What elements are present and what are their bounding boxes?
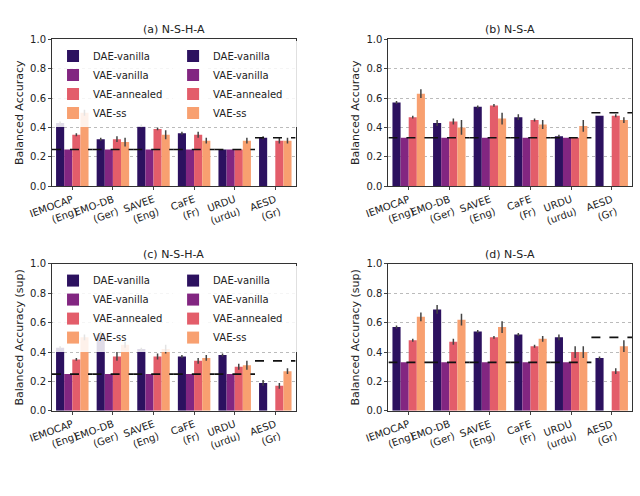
svg-text:DAE-vanilla: DAE-vanilla: [213, 51, 270, 62]
svg-text:SAVEE(Eng): SAVEE(Eng): [122, 418, 161, 452]
svg-text:VAE-ss: VAE-ss: [213, 332, 246, 343]
svg-text:1.0: 1.0: [366, 258, 382, 269]
svg-text:0.2: 0.2: [366, 376, 382, 387]
svg-text:VAE-ss: VAE-ss: [93, 108, 126, 119]
svg-text:VAE-vanilla: VAE-vanilla: [93, 294, 149, 305]
svg-text:0.8: 0.8: [366, 63, 382, 74]
svg-text:1.0: 1.0: [30, 34, 46, 45]
svg-text:URDU(urdu): URDU(urdu): [541, 193, 578, 226]
svg-text:0.0: 0.0: [30, 405, 46, 416]
svg-text:Balanced Accuracy: Balanced Accuracy: [349, 60, 362, 165]
svg-text:VAE-vanilla: VAE-vanilla: [213, 70, 269, 81]
svg-text:(a) N-S-H-A: (a) N-S-H-A: [143, 23, 205, 36]
svg-text:0.0: 0.0: [366, 181, 382, 192]
svg-text:CaFE(Fr): CaFE(Fr): [169, 193, 201, 224]
svg-text:Balanced Accuracy (sup): Balanced Accuracy (sup): [349, 269, 362, 405]
svg-text:Balanced Accuracy: Balanced Accuracy: [13, 60, 26, 165]
svg-text:(d) N-S-A: (d) N-S-A: [485, 248, 535, 261]
svg-text:EMO-DB(Ger): EMO-DB(Ger): [73, 193, 120, 230]
svg-text:0.4: 0.4: [366, 122, 382, 133]
svg-text:0.0: 0.0: [366, 405, 382, 416]
svg-text:SAVEE(Eng): SAVEE(Eng): [458, 193, 497, 227]
svg-text:URDU(urdu): URDU(urdu): [541, 418, 578, 451]
svg-text:DAE-vanilla: DAE-vanilla: [93, 275, 150, 286]
svg-text:0.4: 0.4: [30, 122, 46, 133]
svg-text:AESD(Gr): AESD(Gr): [585, 418, 619, 450]
svg-text:0.4: 0.4: [30, 347, 46, 358]
svg-text:DAE-vanilla: DAE-vanilla: [93, 51, 150, 62]
svg-text:VAE-vanilla: VAE-vanilla: [93, 70, 149, 81]
svg-text:VAE-annealed: VAE-annealed: [213, 89, 282, 100]
svg-text:IEMOCAP(Eng): IEMOCAP(Eng): [28, 418, 79, 456]
svg-text:1.0: 1.0: [30, 258, 46, 269]
svg-text:VAE-ss: VAE-ss: [93, 332, 126, 343]
svg-text:URDU(urdu): URDU(urdu): [204, 418, 241, 451]
svg-text:DAE-vanilla: DAE-vanilla: [213, 275, 270, 286]
svg-text:0.8: 0.8: [366, 288, 382, 299]
svg-text:0.6: 0.6: [366, 93, 382, 104]
svg-text:0.2: 0.2: [30, 151, 46, 162]
svg-text:VAE-annealed: VAE-annealed: [213, 313, 282, 324]
svg-text:(c) N-S-H-A: (c) N-S-H-A: [143, 248, 204, 261]
svg-text:AESD(Gr): AESD(Gr): [248, 193, 282, 225]
svg-text:0.8: 0.8: [30, 288, 46, 299]
svg-text:CaFE(Fr): CaFE(Fr): [505, 418, 537, 449]
svg-text:0.6: 0.6: [30, 317, 46, 328]
svg-text:IEMOCAP(Eng): IEMOCAP(Eng): [364, 193, 415, 231]
svg-text:IEMOCAP(Eng): IEMOCAP(Eng): [28, 193, 79, 231]
svg-text:0.8: 0.8: [30, 63, 46, 74]
svg-text:VAE-vanilla: VAE-vanilla: [213, 294, 269, 305]
svg-text:EMO-DB(Ger): EMO-DB(Ger): [409, 193, 456, 230]
svg-text:0.6: 0.6: [366, 317, 382, 328]
svg-text:VAE-annealed: VAE-annealed: [93, 313, 162, 324]
svg-text:VAE-ss: VAE-ss: [213, 108, 246, 119]
svg-text:SAVEE(Eng): SAVEE(Eng): [122, 193, 161, 227]
svg-text:AESD(Gr): AESD(Gr): [248, 418, 282, 450]
svg-text:Balanced Accuracy (sup): Balanced Accuracy (sup): [13, 269, 26, 405]
svg-text:1.0: 1.0: [366, 34, 382, 45]
svg-text:0.0: 0.0: [30, 181, 46, 192]
svg-text:(b) N-S-A: (b) N-S-A: [485, 23, 535, 36]
svg-text:VAE-annealed: VAE-annealed: [93, 89, 162, 100]
svg-text:0.2: 0.2: [30, 376, 46, 387]
svg-text:CaFE(Fr): CaFE(Fr): [169, 418, 201, 449]
svg-text:SAVEE(Eng): SAVEE(Eng): [458, 418, 497, 452]
svg-text:EMO-DB(Ger): EMO-DB(Ger): [73, 418, 120, 455]
svg-text:0.2: 0.2: [366, 151, 382, 162]
svg-text:0.4: 0.4: [366, 347, 382, 358]
svg-text:AESD(Gr): AESD(Gr): [585, 193, 619, 225]
svg-text:URDU(urdu): URDU(urdu): [204, 193, 241, 226]
svg-text:CaFE(Fr): CaFE(Fr): [505, 193, 537, 224]
svg-text:EMO-DB(Ger): EMO-DB(Ger): [409, 418, 456, 455]
svg-text:IEMOCAP(Eng): IEMOCAP(Eng): [364, 418, 415, 456]
svg-text:0.6: 0.6: [30, 93, 46, 104]
